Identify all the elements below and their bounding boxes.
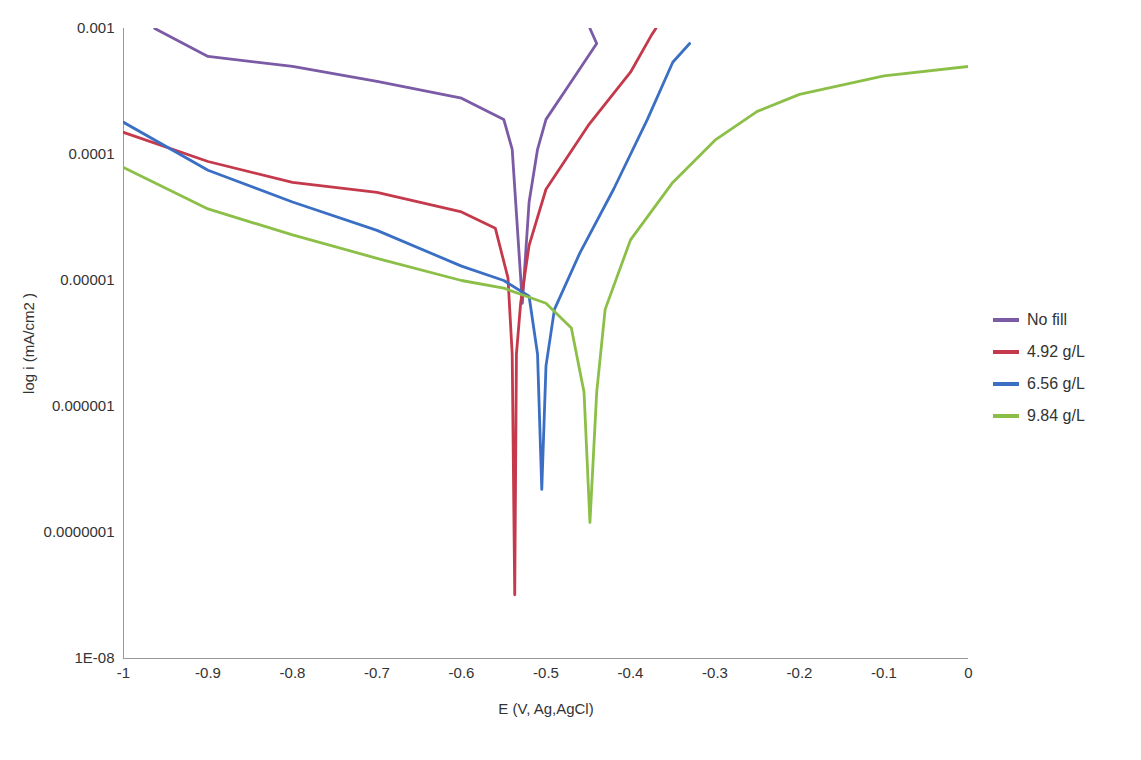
svg-text:-0.7: -0.7 xyxy=(364,664,390,681)
svg-text:-0.6: -0.6 xyxy=(449,664,475,681)
svg-text:-0.5: -0.5 xyxy=(533,664,559,681)
svg-text:-0.4: -0.4 xyxy=(618,664,644,681)
html-text:No fill: No fill xyxy=(1027,311,1067,328)
svg-text:-1: -1 xyxy=(117,664,130,681)
svg-text:0.000001: 0.000001 xyxy=(52,397,115,414)
svg-text:0.001: 0.001 xyxy=(77,19,115,36)
svg-text:0: 0 xyxy=(964,664,972,681)
html-text:6.56 g/L: 6.56 g/L xyxy=(1027,375,1085,392)
svg-text:log i (mA/cm2 ): log i (mA/cm2 ) xyxy=(20,293,37,394)
svg-text:0.0001: 0.0001 xyxy=(69,145,115,162)
svg-text:0.0000001: 0.0000001 xyxy=(44,523,115,540)
svg-text:-0.9: -0.9 xyxy=(195,664,221,681)
svg-text:E (V, Ag,AgCl): E (V, Ag,AgCl) xyxy=(498,700,593,717)
svg-text:0.00001: 0.00001 xyxy=(60,271,114,288)
html-text:4.92 g/L: 4.92 g/L xyxy=(1027,343,1085,360)
svg-text:-0.8: -0.8 xyxy=(280,664,306,681)
html-text:9.84 g/L: 9.84 g/L xyxy=(1027,407,1085,424)
svg-text:-0.1: -0.1 xyxy=(871,664,897,681)
svg-text:-0.2: -0.2 xyxy=(787,664,813,681)
svg-text:-0.3: -0.3 xyxy=(702,664,728,681)
svg-text:1E-08: 1E-08 xyxy=(74,649,114,666)
